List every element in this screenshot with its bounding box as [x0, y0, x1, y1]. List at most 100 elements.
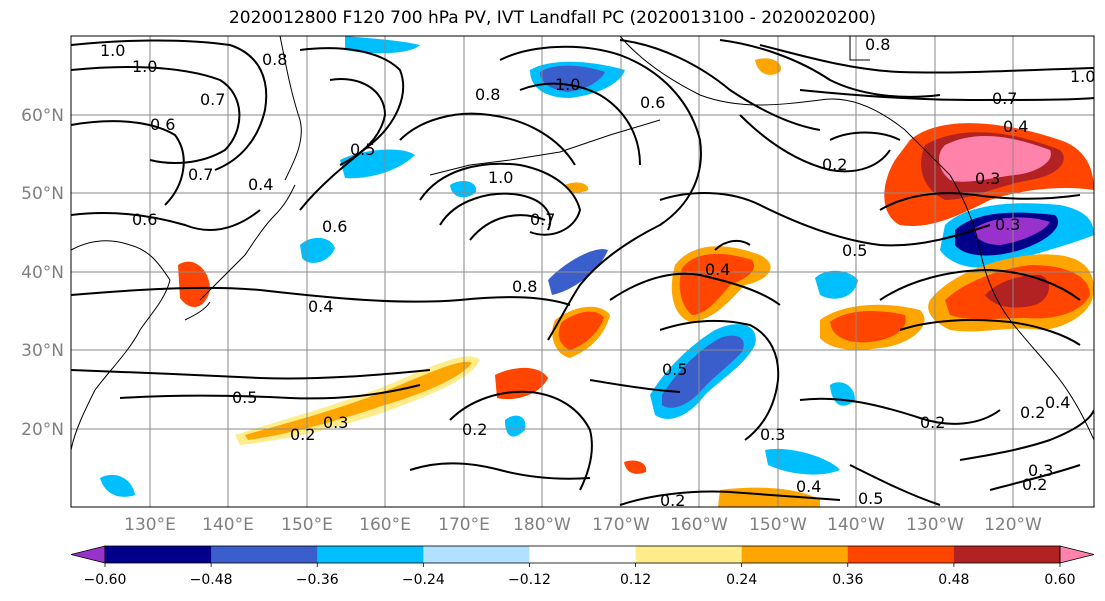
contour-label: 0.2	[920, 413, 945, 432]
colorbar-extend-low	[70, 545, 106, 564]
shade-positive-12	[565, 182, 589, 193]
contour-29	[849, 464, 941, 506]
contour-label: 0.5	[662, 360, 687, 379]
contour-label: 0.6	[132, 210, 157, 229]
colorbar-tick-label: 0.60	[1044, 572, 1075, 588]
contour-2	[71, 66, 241, 164]
contour-label: 0.6	[322, 217, 347, 236]
lat-label: 60°N	[21, 106, 64, 126]
colorbar-tick-label: −0.36	[296, 572, 339, 588]
colorbar-bin	[211, 546, 318, 563]
contour-label: 0.3	[760, 425, 785, 444]
contour-5	[71, 286, 571, 306]
contour-11	[419, 162, 582, 236]
contour-32	[879, 268, 1081, 301]
contour-label: 0.4	[248, 175, 273, 194]
shade-negative-3	[815, 270, 858, 299]
coast-asia	[71, 240, 171, 451]
coast-kamchatka	[279, 36, 302, 181]
contour-label: 0.8	[865, 35, 890, 54]
contour-31	[989, 464, 1081, 491]
shade-negative-7	[100, 474, 135, 497]
contour-26	[409, 462, 591, 480]
shade-negative-center-inner	[662, 335, 744, 408]
coast-north-boundary	[849, 36, 870, 61]
contour-9	[329, 78, 387, 166]
contour-label: 0.2	[1020, 403, 1045, 422]
colorbar: −0.60 −0.48 −0.36 −0.24 −0.12 0.12 0.24 0.36 0.4…	[70, 545, 1095, 588]
shade-positive-mid-inner	[830, 310, 906, 343]
colorbar-frame	[104, 545, 1061, 564]
colorbar-tick-label: 0.48	[938, 572, 969, 588]
shade-negative-6	[505, 415, 526, 437]
colorbar-tick-label: −0.48	[190, 572, 233, 588]
contour-22	[609, 272, 781, 306]
colorbar-bin	[317, 546, 424, 563]
contour-33	[899, 319, 1081, 346]
contour-label: 0.2	[462, 420, 487, 439]
contour-28	[799, 397, 1001, 425]
contour-21	[659, 192, 991, 247]
contour-4	[71, 209, 261, 231]
lon-label: 140°E	[202, 515, 254, 535]
shade-negative-5	[765, 448, 840, 475]
contour-label: 0.4	[1003, 117, 1028, 136]
lon-label: 160°W	[670, 515, 728, 535]
contour-label: 0.5	[350, 140, 375, 159]
contour-19	[799, 89, 1094, 102]
contour-23	[659, 319, 780, 441]
contour-label: 1.0	[132, 57, 157, 76]
contour-label: 1.0	[100, 41, 125, 60]
lon-label: 150°W	[749, 515, 807, 535]
colorbar-bin	[635, 546, 743, 563]
contour-label: 0.4	[1045, 393, 1070, 412]
contour-15	[519, 82, 641, 166]
contour-label: 0.4	[796, 477, 821, 496]
contour-6	[71, 369, 431, 380]
contour-35	[829, 131, 901, 141]
shade-positive-11	[755, 58, 781, 75]
contour-label: 0.8	[512, 277, 537, 296]
longitude-labels: 130°E 140°E 150°E 160°E 170°E 180°W 170°…	[124, 515, 1042, 535]
shade-positive-ramp-inner	[558, 311, 604, 350]
lon-label: 130°E	[124, 515, 176, 535]
coast-aleutians	[429, 119, 661, 176]
contour-8	[299, 47, 405, 211]
map-frame	[70, 35, 1095, 508]
colorbar-tick-label: −0.60	[84, 572, 127, 588]
contour-label: 0.2	[290, 425, 315, 444]
colorbar-bin	[423, 546, 530, 563]
contour-label: 0.7	[992, 89, 1017, 108]
contour-label: 0.8	[262, 50, 287, 69]
contour-label: 0.2	[660, 491, 685, 510]
contour-label: 0.5	[842, 241, 867, 260]
colorbar-extend-high	[1059, 545, 1095, 564]
map-title: 2020012800 F120 700 hPa PV, IVT Landfall…	[228, 8, 876, 28]
contour-label: 0.3	[1028, 461, 1053, 480]
shade-positive-ne-core	[938, 135, 1051, 182]
contour-27	[619, 490, 841, 506]
shade-positive-se-core	[985, 275, 1050, 308]
contour-label: 0.4	[705, 260, 730, 279]
contour-label: 0.6	[640, 93, 665, 112]
lon-label: 170°E	[438, 515, 490, 535]
lat-label: 50°N	[21, 184, 64, 204]
shade-positive-13	[624, 460, 647, 474]
contour-label: 0.2	[822, 155, 847, 174]
contour-label: 0.2	[1022, 475, 1047, 494]
contour-12	[439, 192, 552, 231]
contour-label: 0.7	[200, 90, 225, 109]
contour-label: 1.0	[555, 75, 580, 94]
contour-34	[879, 192, 1081, 211]
colorbar-bin	[529, 546, 637, 563]
shade-negative-alaska-inner	[540, 65, 605, 92]
contour-16	[619, 39, 821, 131]
shade-positive-japan	[178, 261, 210, 308]
shade-negative-8	[345, 36, 420, 54]
contour-label: 0.5	[858, 489, 883, 508]
shade-positive-band-inner	[245, 361, 472, 440]
contour-label-layer: 1.0 1.0 0.6 0.7 0.7 0.8 0.4 0.5 0.6 0.6 …	[100, 35, 1094, 510]
lon-label: 170°W	[592, 515, 650, 535]
lat-label: 30°N	[21, 341, 64, 361]
